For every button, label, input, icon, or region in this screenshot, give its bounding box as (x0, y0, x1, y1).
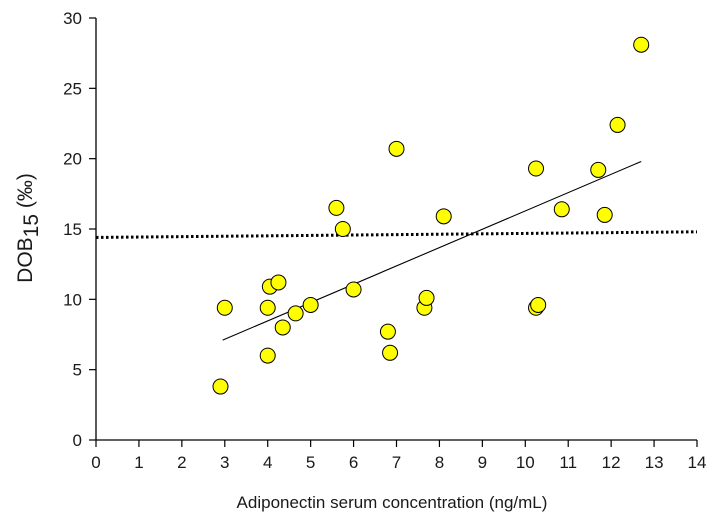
x-tick-label: 6 (349, 453, 358, 472)
data-point (528, 160, 545, 177)
y-tick-label: 5 (73, 361, 82, 380)
y-tick-label: 30 (63, 9, 82, 28)
x-tick-label: 5 (306, 453, 315, 472)
data-point (259, 347, 276, 364)
y-tick-label: 20 (63, 150, 82, 169)
x-tick-label: 0 (91, 453, 100, 472)
data-point (274, 319, 291, 336)
data-point (216, 299, 233, 316)
reference-dotted-line (95, 230, 698, 239)
x-tick-label: 12 (602, 453, 621, 472)
data-point (530, 296, 547, 313)
points (212, 36, 650, 395)
data-point (418, 289, 435, 306)
data-point (302, 296, 319, 313)
data-point (388, 140, 405, 157)
y-axis-title: DOB15 (‰) (14, 173, 43, 283)
data-point (270, 274, 287, 291)
y-axis-title-main: DOB (14, 237, 37, 283)
data-point (633, 36, 650, 53)
x-tick-label: 9 (478, 453, 487, 472)
x-ticks: 0 1 2 3 4 5 6 7 8 9 10 11 12 13 14 (91, 440, 706, 472)
data-point (334, 221, 351, 237)
y-tick-label: 15 (63, 220, 82, 239)
axes (95, 18, 697, 441)
data-point (287, 305, 304, 322)
data-point (345, 281, 362, 298)
data-point (328, 199, 345, 216)
y-axis-title-subscript: 15 (20, 214, 43, 237)
x-tick-label: 11 (559, 453, 577, 472)
x-tick-label: 4 (263, 453, 272, 472)
x-tick-label: 3 (220, 453, 229, 472)
data-point (259, 299, 276, 316)
regression-line (222, 160, 642, 341)
data-point (212, 378, 229, 395)
data-point (609, 116, 626, 133)
y-ticks: 0 5 10 15 20 25 30 (63, 9, 96, 450)
y-tick-label: 10 (63, 290, 82, 309)
data-point (382, 344, 399, 361)
x-axis-title: Adiponectin serum concentration (ng/mL) (237, 493, 548, 512)
y-tick-label: 0 (73, 431, 82, 450)
x-tick-label: 1 (134, 453, 143, 472)
y-tick-label: 25 (63, 79, 82, 98)
lines (95, 160, 698, 341)
x-tick-label: 2 (177, 453, 186, 472)
data-point (379, 323, 396, 340)
data-point (596, 206, 613, 223)
data-point (590, 161, 607, 178)
data-point (553, 201, 570, 218)
x-tick-label: 14 (688, 453, 707, 472)
x-tick-label: 8 (435, 453, 444, 472)
y-axis-title-unit: (‰) (14, 173, 37, 214)
x-tick-label: 13 (645, 453, 664, 472)
x-tick-label: 7 (392, 453, 401, 472)
x-tick-label: 10 (516, 453, 535, 472)
data-point (435, 208, 452, 225)
